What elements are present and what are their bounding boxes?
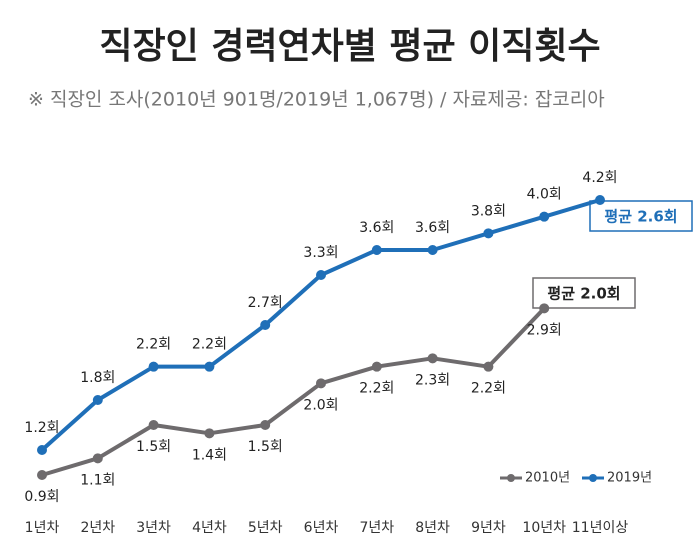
- point: [92, 453, 103, 464]
- value-label: 3.3회: [303, 245, 338, 261]
- value-label: 1.8회: [80, 370, 115, 386]
- annotation-box: [532, 277, 636, 309]
- x-tick-label: 4년차: [192, 520, 227, 536]
- annotation: 평균 2.6회: [604, 208, 677, 226]
- value-label: 4.2회: [582, 170, 617, 186]
- annotation: 평균 2.0회: [547, 285, 620, 303]
- point: [37, 445, 47, 455]
- legend-label: 2019년: [607, 471, 652, 486]
- point: [316, 270, 326, 280]
- value-label: 3.6회: [415, 220, 450, 236]
- point: [483, 228, 494, 239]
- value-label: 2.2회: [192, 337, 227, 353]
- chart-subtitle: ※ 직장인 조사(2010년 901명/2019년 1,067명) / 자료제공…: [28, 89, 605, 111]
- value-label: 1.4회: [192, 447, 227, 463]
- point: [539, 211, 550, 222]
- value-label: 2.0회: [303, 397, 338, 413]
- point: [371, 361, 382, 372]
- value-label: 0.9회: [24, 489, 59, 505]
- point: [539, 303, 550, 314]
- point: [427, 245, 438, 255]
- value-label: 3.6회: [359, 220, 394, 236]
- x-tick-label: 2년차: [80, 520, 115, 536]
- point: [37, 470, 47, 480]
- value-label: 2.2회: [136, 337, 171, 353]
- x-tick-label: 1년차: [25, 520, 60, 536]
- point: [204, 361, 215, 372]
- value-label: 1.5회: [136, 439, 171, 455]
- x-tick-label: 8년차: [415, 520, 450, 536]
- point: [260, 320, 271, 330]
- legend-label: 2010년: [525, 471, 570, 486]
- value-label: 4.0회: [527, 187, 562, 203]
- value-label: 2.9회: [527, 322, 562, 338]
- x-tick-label: 5년차: [248, 520, 283, 536]
- point: [148, 361, 159, 372]
- x-tick-label: 11년이상: [572, 520, 629, 536]
- value-label: 1.5회: [248, 439, 283, 455]
- point: [427, 353, 438, 364]
- value-label: 1.1회: [80, 472, 115, 488]
- value-label: 2.2회: [359, 381, 394, 397]
- x-tick-label: 6년차: [304, 520, 339, 536]
- point: [595, 195, 605, 205]
- chart-title: 직장인 경력연차별 평균 이직횟수: [99, 26, 600, 67]
- legend-dot: [507, 474, 515, 482]
- point: [483, 361, 494, 372]
- value-label: 1.2회: [24, 420, 59, 436]
- annotation-box: [589, 200, 693, 232]
- x-tick-label: 9년차: [471, 520, 506, 536]
- value-label: 2.2회: [471, 381, 506, 397]
- value-label: 2.3회: [415, 372, 450, 388]
- x-tick-label: 3년차: [136, 520, 171, 536]
- point: [371, 245, 382, 255]
- series-line: [41, 306, 546, 477]
- point: [148, 420, 159, 430]
- point: [204, 428, 215, 439]
- value-label: 3.8회: [471, 203, 506, 219]
- point: [92, 395, 103, 405]
- x-tick-label: 7년차: [359, 520, 394, 536]
- x-tick-label: 10년차: [522, 520, 566, 536]
- point: [316, 378, 326, 389]
- point: [260, 420, 271, 430]
- value-label: 2.7회: [248, 295, 283, 311]
- legend-dot: [589, 474, 597, 482]
